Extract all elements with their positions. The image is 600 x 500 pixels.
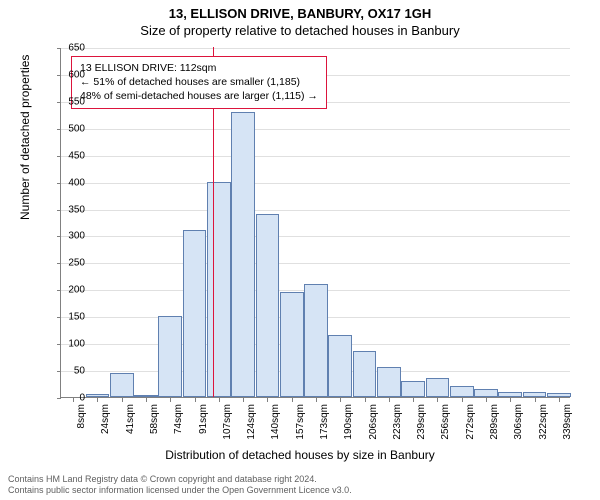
histogram-chart: 13 ELLISON DRIVE: 112sqm ← 51% of detach… bbox=[60, 48, 570, 398]
xtick-label: 74sqm bbox=[173, 404, 184, 434]
gridline bbox=[61, 48, 570, 49]
main-title: 13, ELLISON DRIVE, BANBURY, OX17 1GH bbox=[0, 0, 600, 21]
xtick-label: 306sqm bbox=[513, 404, 524, 440]
ytick-label: 500 bbox=[45, 123, 85, 134]
histogram-bar bbox=[304, 284, 328, 397]
histogram-bar bbox=[207, 182, 231, 397]
x-axis-label: Distribution of detached houses by size … bbox=[0, 448, 600, 462]
gridline bbox=[61, 263, 570, 264]
histogram-bar bbox=[401, 381, 425, 397]
annotation-line1: 13 ELLISON DRIVE: 112sqm bbox=[80, 61, 318, 75]
gridline bbox=[61, 183, 570, 184]
histogram-bar bbox=[547, 393, 571, 397]
y-axis-label: Number of detached properties bbox=[18, 55, 32, 220]
xtick-label: 58sqm bbox=[149, 404, 160, 434]
xtick-mark bbox=[122, 398, 123, 402]
xtick-label: 107sqm bbox=[222, 404, 233, 440]
xtick-label: 91sqm bbox=[198, 404, 209, 434]
ytick-label: 300 bbox=[45, 231, 85, 242]
gridline bbox=[61, 129, 570, 130]
xtick-mark bbox=[437, 398, 438, 402]
xtick-label: 289sqm bbox=[489, 404, 500, 440]
xtick-label: 8sqm bbox=[76, 404, 87, 428]
xtick-mark bbox=[559, 398, 560, 402]
histogram-bar bbox=[474, 389, 498, 397]
xtick-label: 239sqm bbox=[416, 404, 427, 440]
xtick-mark bbox=[535, 398, 536, 402]
xtick-label: 24sqm bbox=[100, 404, 111, 434]
xtick-mark bbox=[195, 398, 196, 402]
histogram-bar bbox=[353, 351, 377, 397]
xtick-label: 339sqm bbox=[562, 404, 573, 440]
footer-line1: Contains HM Land Registry data © Crown c… bbox=[8, 474, 352, 485]
histogram-bar bbox=[158, 316, 182, 397]
histogram-bar bbox=[328, 335, 352, 397]
xtick-mark bbox=[486, 398, 487, 402]
histogram-bar bbox=[110, 373, 134, 397]
histogram-bar bbox=[256, 214, 280, 397]
histogram-bar bbox=[183, 230, 207, 397]
histogram-bar bbox=[426, 378, 450, 397]
xtick-mark bbox=[267, 398, 268, 402]
xtick-label: 41sqm bbox=[125, 404, 136, 434]
ytick-label: 250 bbox=[45, 258, 85, 269]
xtick-label: 124sqm bbox=[246, 404, 257, 440]
xtick-mark bbox=[340, 398, 341, 402]
ytick-label: 50 bbox=[45, 366, 85, 377]
xtick-label: 223sqm bbox=[392, 404, 403, 440]
ytick-label: 650 bbox=[45, 43, 85, 54]
xtick-label: 173sqm bbox=[319, 404, 330, 440]
xtick-mark bbox=[510, 398, 511, 402]
xtick-mark bbox=[146, 398, 147, 402]
xtick-label: 157sqm bbox=[295, 404, 306, 440]
xtick-label: 322sqm bbox=[538, 404, 549, 440]
xtick-mark bbox=[219, 398, 220, 402]
gridline bbox=[61, 210, 570, 211]
xtick-label: 272sqm bbox=[465, 404, 476, 440]
ytick-label: 0 bbox=[45, 393, 85, 404]
histogram-bar bbox=[134, 395, 158, 397]
histogram-bar bbox=[450, 386, 474, 397]
xtick-mark bbox=[170, 398, 171, 402]
histogram-bar bbox=[498, 392, 522, 397]
xtick-mark bbox=[389, 398, 390, 402]
xtick-mark bbox=[316, 398, 317, 402]
histogram-bar bbox=[280, 292, 304, 397]
histogram-bar bbox=[231, 112, 255, 397]
footer-text: Contains HM Land Registry data © Crown c… bbox=[8, 474, 352, 497]
footer-line2: Contains public sector information licen… bbox=[8, 485, 352, 496]
gridline bbox=[61, 156, 570, 157]
xtick-mark bbox=[243, 398, 244, 402]
ytick-label: 550 bbox=[45, 96, 85, 107]
ytick-label: 400 bbox=[45, 177, 85, 188]
xtick-label: 190sqm bbox=[343, 404, 354, 440]
xtick-label: 140sqm bbox=[270, 404, 281, 440]
xtick-mark bbox=[365, 398, 366, 402]
histogram-bar bbox=[86, 394, 110, 397]
histogram-bar bbox=[377, 367, 401, 397]
ytick-label: 150 bbox=[45, 312, 85, 323]
ytick-label: 350 bbox=[45, 204, 85, 215]
ytick-label: 200 bbox=[45, 285, 85, 296]
xtick-mark bbox=[97, 398, 98, 402]
ytick-label: 450 bbox=[45, 150, 85, 161]
ytick-label: 100 bbox=[45, 339, 85, 350]
histogram-bar bbox=[523, 392, 547, 397]
ytick-label: 600 bbox=[45, 69, 85, 80]
xtick-mark bbox=[292, 398, 293, 402]
sub-title: Size of property relative to detached ho… bbox=[0, 21, 600, 38]
gridline bbox=[61, 236, 570, 237]
annotation-box: 13 ELLISON DRIVE: 112sqm ← 51% of detach… bbox=[71, 56, 327, 109]
annotation-line3: 48% of semi-detached houses are larger (… bbox=[80, 89, 318, 103]
xtick-label: 206sqm bbox=[368, 404, 379, 440]
annotation-line2: ← 51% of detached houses are smaller (1,… bbox=[80, 75, 318, 89]
xtick-mark bbox=[413, 398, 414, 402]
xtick-label: 256sqm bbox=[440, 404, 451, 440]
xtick-mark bbox=[462, 398, 463, 402]
